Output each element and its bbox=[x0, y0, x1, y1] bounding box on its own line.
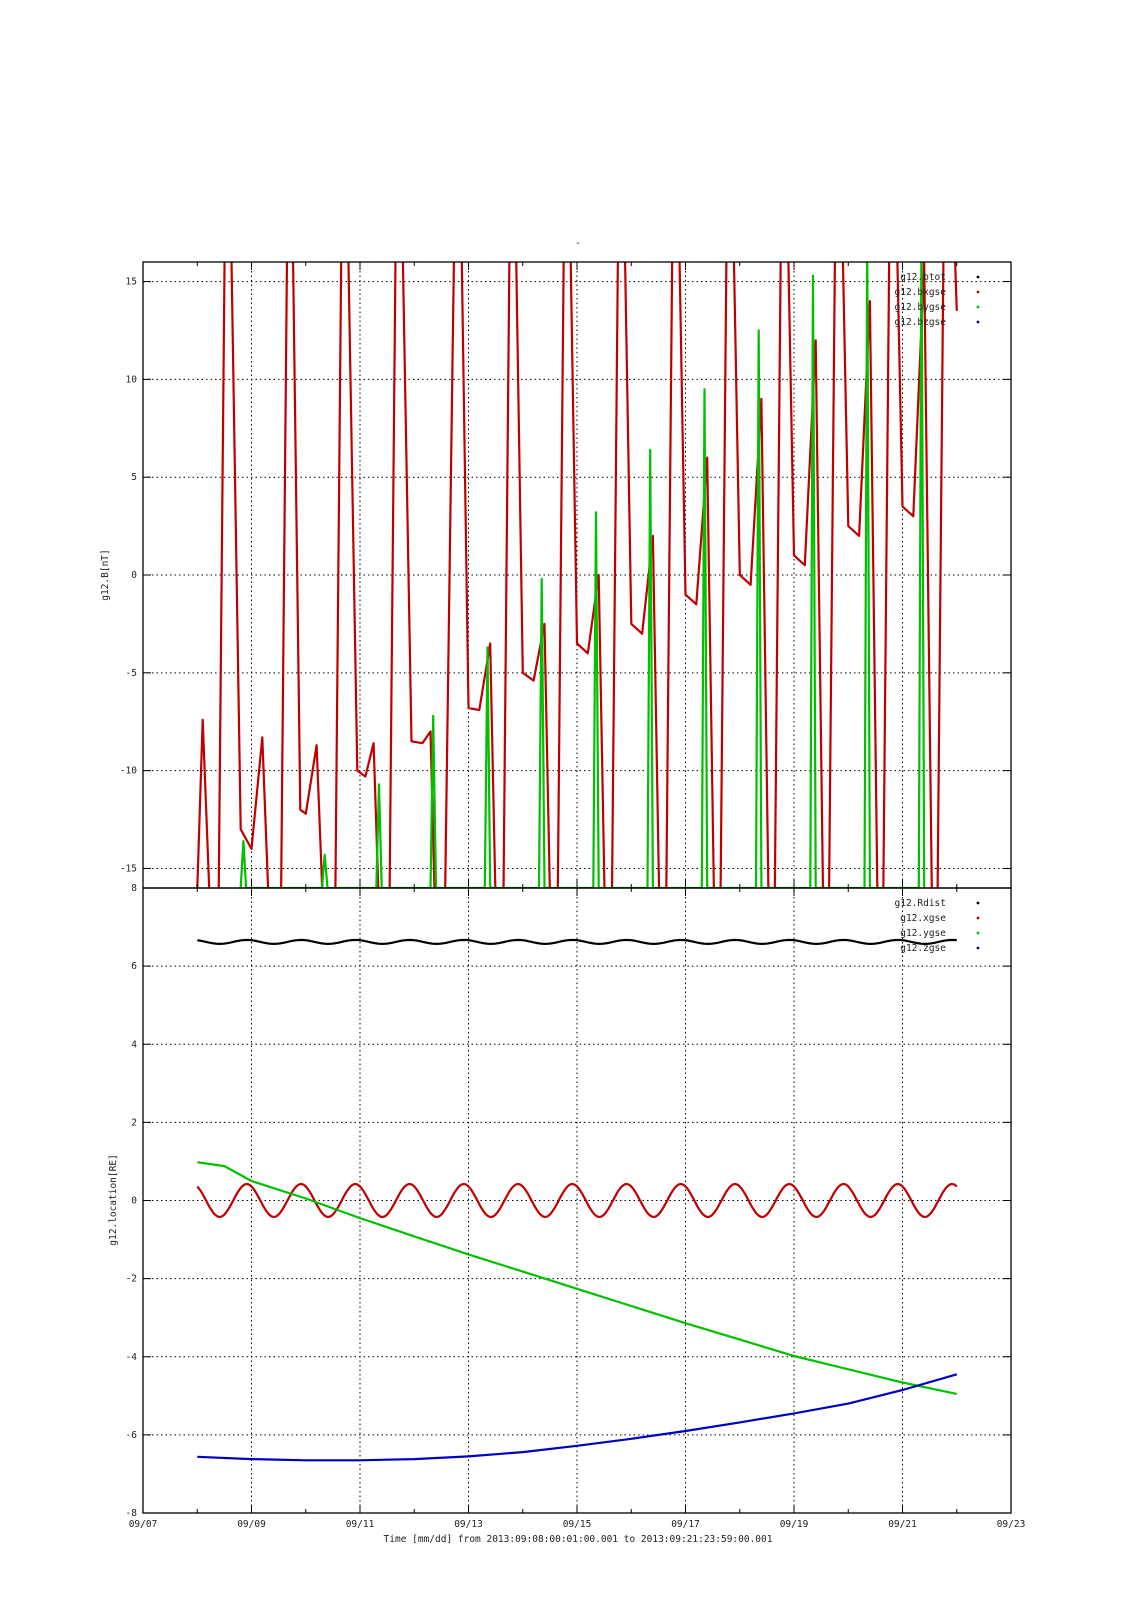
legend-label: g12.bzgse bbox=[895, 317, 947, 328]
y-tick-label: 4 bbox=[131, 1039, 137, 1050]
legend-swatch bbox=[976, 320, 980, 324]
magnetic-field-y-axis-title: g12.B[nT] bbox=[100, 549, 111, 600]
y-tick-label: -5 bbox=[126, 668, 137, 679]
x-axis-title: Time [mm/dd] from 2013:09:08:00:01:00.00… bbox=[384, 1534, 773, 1545]
legend-swatch bbox=[976, 946, 980, 950]
legend-swatch bbox=[976, 901, 980, 905]
y-tick-label: -10 bbox=[120, 766, 137, 777]
legend-label: g12.ygse bbox=[900, 928, 946, 939]
magnetic-field-panel: -15 -10 -5 0 5 10 15 g12.B[nT] g12.btot g12.bxg… bbox=[100, 261, 1012, 889]
legend-label: g12.bxgse bbox=[895, 287, 947, 298]
x-tick-label: 09/11 bbox=[346, 1519, 375, 1530]
legend-label: g12.zgse bbox=[900, 943, 946, 954]
series-line-g12-ygse bbox=[197, 1161, 958, 1395]
x-tick-label: 09/15 bbox=[563, 1519, 592, 1530]
y-tick-label: 6 bbox=[131, 961, 137, 972]
y-tick-label: 15 bbox=[126, 277, 137, 288]
y-tick-label: -4 bbox=[126, 1352, 138, 1363]
series-line-g12-bxgse bbox=[196, 262, 958, 888]
legend-swatch bbox=[976, 916, 980, 920]
y-tick-label: -2 bbox=[126, 1274, 137, 1285]
legend-label: g12.bygse bbox=[895, 302, 947, 313]
x-tick-label: 09/07 bbox=[129, 1519, 158, 1530]
legend-label: g12.btot bbox=[900, 272, 946, 283]
x-tick-label: 09/17 bbox=[671, 1519, 700, 1530]
y-tick-label: 8 bbox=[131, 883, 137, 894]
y-tick-label: 5 bbox=[131, 472, 137, 483]
y-tick-label: -8 bbox=[126, 1508, 138, 1519]
x-tick-label: 09/09 bbox=[237, 1519, 266, 1530]
series-line-g12-xgse bbox=[196, 1183, 958, 1218]
y-tick-label: 10 bbox=[126, 374, 138, 385]
y-tick-label: 0 bbox=[131, 570, 137, 581]
legend-swatch bbox=[976, 275, 980, 279]
figure-title: - bbox=[575, 238, 581, 249]
legend-swatch bbox=[976, 305, 980, 309]
x-tick-label: 09/23 bbox=[997, 1519, 1026, 1530]
location-panel: -8 -6 -4 -2 0 2 4 6 8 g12.location[RE] g12.Rdist… bbox=[108, 883, 1025, 1530]
y-tick-label: -6 bbox=[126, 1430, 138, 1441]
x-tick-label: 09/19 bbox=[780, 1519, 809, 1530]
legend-label: g12.Rdist bbox=[895, 898, 946, 909]
y-tick-label: -15 bbox=[120, 863, 137, 874]
x-tick-label: 09/13 bbox=[454, 1519, 483, 1530]
location-y-axis-title: g12.location[RE] bbox=[108, 1154, 119, 1246]
legend-swatch bbox=[976, 290, 980, 294]
legend-label: g12.xgse bbox=[900, 913, 946, 924]
series-line-g12-zgse bbox=[197, 1373, 958, 1462]
series-line-g12-Rdist bbox=[197, 938, 957, 945]
x-tick-label: 09/21 bbox=[888, 1519, 917, 1530]
series-line-g12-bygse bbox=[239, 262, 926, 888]
y-tick-label: 2 bbox=[131, 1117, 137, 1128]
y-tick-label: 0 bbox=[131, 1196, 137, 1207]
legend-swatch bbox=[976, 931, 980, 935]
